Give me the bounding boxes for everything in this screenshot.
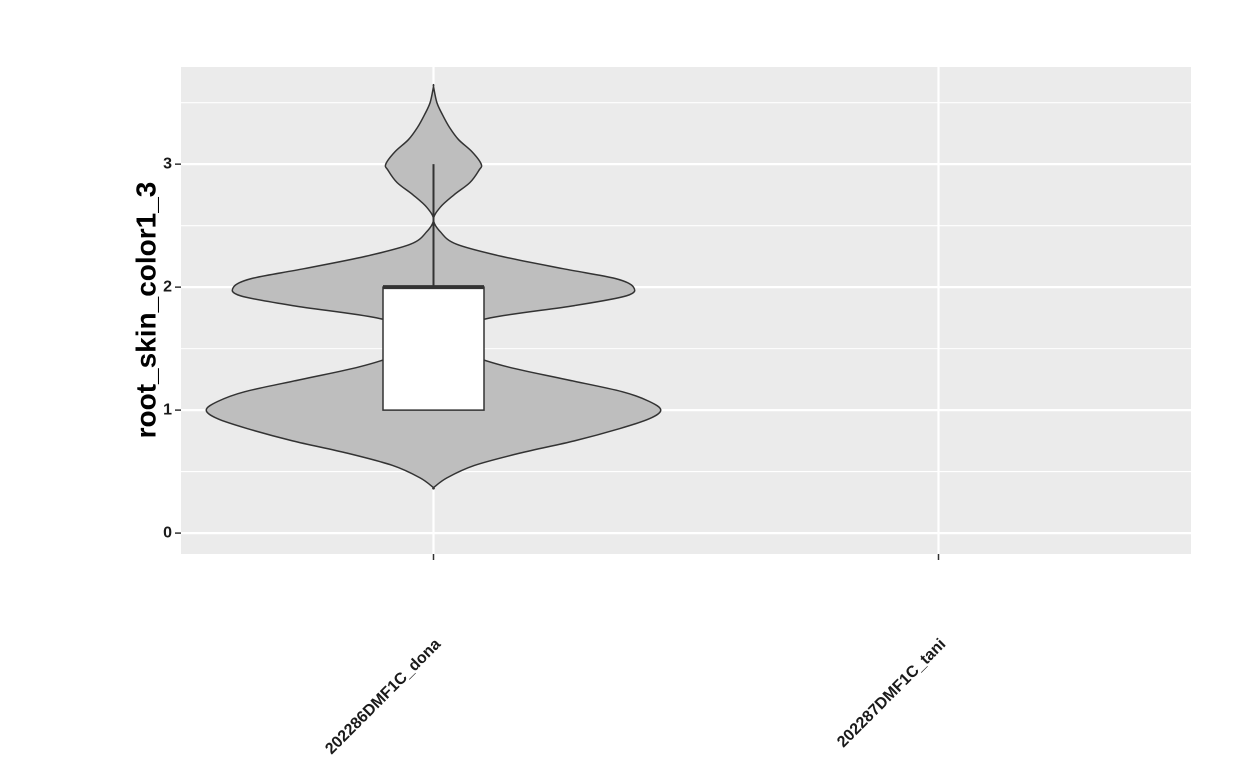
x-tick-label: 202286DMF1C_dona — [322, 636, 444, 758]
y-tick-label: 3 — [163, 155, 172, 172]
y-tick-label: 1 — [163, 401, 172, 418]
y-tick-label: 2 — [163, 278, 172, 295]
box-iqr — [382, 286, 485, 411]
plot-data — [205, 83, 662, 490]
y-axis-title: root_skin_color1_3 — [130, 182, 161, 439]
x-tick-label: 202287DMF1C_tani — [834, 636, 949, 751]
y-tick-label: 0 — [163, 524, 172, 541]
